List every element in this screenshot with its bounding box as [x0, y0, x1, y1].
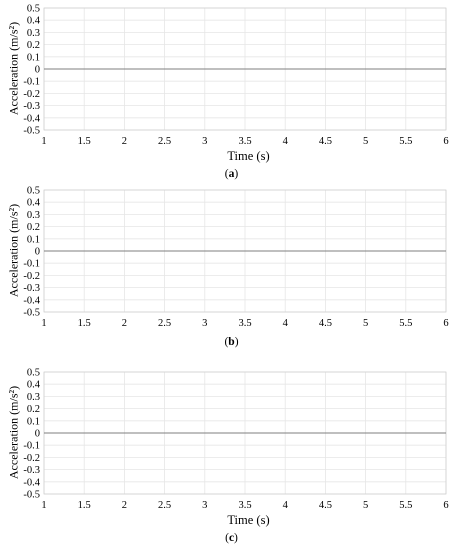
chart-b-ytick-label: -0.2 — [23, 271, 40, 282]
chart-a-xtick-label: 1.5 — [78, 136, 91, 147]
chart-b-ytick-label: -0.3 — [23, 283, 40, 294]
chart-c-xtick-label: 5 — [363, 500, 368, 511]
chart-a-ytick-label: -0.2 — [23, 89, 40, 100]
chart-a-panel-label: (a) — [224, 168, 239, 180]
chart-a-xtick-label: 5 — [363, 136, 368, 147]
chart-panel-a: 0.5 0.4 0.3 0.2 0.1 0 -0.1 -0.2 -0.3 -0.4 -0.5 1 1.5… — [0, 0, 453, 182]
chart-b-ytick-label: 0.3 — [27, 210, 40, 221]
chart-b-xtick-label: 3 — [202, 318, 207, 329]
chart-c-ytick-label: 0.3 — [27, 392, 40, 403]
chart-c-ytick-label: 0.1 — [27, 416, 40, 427]
chart-b-ytick-label: 0.4 — [27, 198, 41, 209]
chart-b-xtick-label: 4 — [283, 318, 289, 329]
chart-a-panel-letter: a — [228, 168, 235, 180]
chart-a-xtick-label: 5.5 — [399, 136, 412, 147]
chart-c-ytick-label: -0.1 — [23, 441, 40, 452]
chart-a-plot: 0.50.40.30.20.1 0-0.1-0.2-0.3-0.4 -0.51 1.5… — [23, 4, 448, 148]
chart-c-xtick-label: 5.5 — [399, 500, 412, 511]
chart-b-plot: 0.50.40.30.20.1 0-0.1-0.2-0.3-0.4 -0.51 1.5… — [23, 186, 448, 330]
chart-b-xtick-label: 4.5 — [319, 318, 332, 329]
chart-c-xtick-label: 4.5 — [319, 500, 332, 511]
chart-c-panel-letter: c — [228, 532, 235, 544]
chart-a-xtick-label: 4.5 — [319, 136, 332, 147]
chart-c-xlabel: Time (s) — [227, 513, 270, 527]
chart-b-xtick-label: 5.5 — [399, 318, 412, 329]
chart-c-xtick-label: 2.5 — [158, 500, 171, 511]
chart-a-ytick-label: 0.2 — [27, 40, 40, 51]
chart-a-xtick-label: 2.5 — [158, 136, 171, 147]
chart-a-xtick-label: 4 — [283, 136, 289, 147]
chart-panel-c: 0.5 0.4 0.3 0.2 0.1 0 -0.1 -0.2 -0.3 -0.4 -0.5 1 1.5… — [0, 364, 453, 546]
chart-a-xtick-label: 1 — [41, 136, 46, 147]
chart-a-ytick-label: -0.3 — [23, 101, 40, 112]
chart-a-xtick-label: 6 — [443, 136, 448, 147]
chart-a-xlabel: Time (s) — [227, 149, 270, 163]
chart-c-xtick-label: 1 — [41, 500, 46, 511]
chart-b-panel-label: (b) — [224, 336, 239, 348]
chart-a-ytick-label: -0.5 — [23, 126, 40, 137]
chart-b-xtick-label: 1 — [41, 318, 46, 329]
chart-c-ytick-label: -0.4 — [23, 477, 40, 488]
chart-c-ytick-label: -0.2 — [23, 453, 40, 464]
chart-b-ytick-label: 0.5 — [27, 186, 40, 197]
chart-a-ytick-label: 0.4 — [27, 16, 41, 27]
chart-c-panel-label: (c) — [225, 532, 238, 544]
chart-b-ylabel: Acceleration (m/s²) — [6, 203, 21, 298]
chart-b-xtick-label: 2.5 — [158, 318, 171, 329]
chart-c-ytick-label: -0.5 — [23, 490, 40, 501]
chart-c-xtick-label: 6 — [443, 500, 448, 511]
chart-a-ytick-label: 0 — [35, 65, 40, 76]
chart-a-ylabel: Acceleration (m/s²) — [6, 21, 21, 116]
chart-b-ytick-label: -0.1 — [23, 259, 40, 270]
chart-c-ytick-label: 0.4 — [27, 380, 41, 391]
chart-a-xtick-label: 3.5 — [238, 136, 251, 147]
chart-a-ytick-label: 0.3 — [27, 28, 40, 39]
chart-a-xtick-label: 3 — [202, 136, 207, 147]
chart-a-xtick-label: 2 — [122, 136, 127, 147]
chart-c-xtick-label: 1.5 — [78, 500, 91, 511]
chart-b-panel-letter: b — [228, 336, 235, 348]
chart-b-xtick-label: 1.5 — [78, 318, 91, 329]
chart-b-xtick-label: 2 — [122, 318, 127, 329]
chart-c-plot: 0.50.40.30.20.1 0-0.1-0.2-0.3-0.4 -0.51 1.5… — [23, 368, 448, 512]
chart-b-ytick-label: 0.2 — [27, 222, 40, 233]
chart-b-ytick-label: -0.5 — [23, 308, 40, 319]
chart-c-ytick-label: 0.5 — [27, 368, 40, 379]
chart-a-ytick-label: -0.4 — [23, 113, 40, 124]
chart-b-ytick-label: -0.4 — [23, 295, 40, 306]
chart-c-ylabel: Acceleration (m/s²) — [6, 385, 21, 480]
chart-b-ytick-label: 0 — [35, 247, 40, 258]
chart-c-xtick-label: 3 — [202, 500, 207, 511]
chart-b-xtick-label: 3.5 — [238, 318, 251, 329]
chart-c-ytick-label: 0.2 — [27, 404, 40, 415]
chart-a-ytick-label: 0.5 — [27, 4, 40, 15]
chart-a-ytick-label: 0.1 — [27, 52, 40, 63]
chart-a-ytick-label: -0.1 — [23, 77, 40, 88]
chart-c-xtick-label: 4 — [283, 500, 289, 511]
chart-c-xtick-label: 3.5 — [238, 500, 251, 511]
chart-b-xtick-label: 6 — [443, 318, 448, 329]
chart-c-ytick-label: 0 — [35, 429, 40, 440]
chart-panel-b: 0.5 0.4 0.3 0.2 0.1 0 -0.1 -0.2 -0.3 -0.4 -0.5 1 1.5… — [0, 182, 453, 364]
chart-c-ytick-label: -0.3 — [23, 465, 40, 476]
chart-c-xtick-label: 2 — [122, 500, 127, 511]
chart-b-ytick-label: 0.1 — [27, 234, 40, 245]
chart-b-xtick-label: 5 — [363, 318, 368, 329]
